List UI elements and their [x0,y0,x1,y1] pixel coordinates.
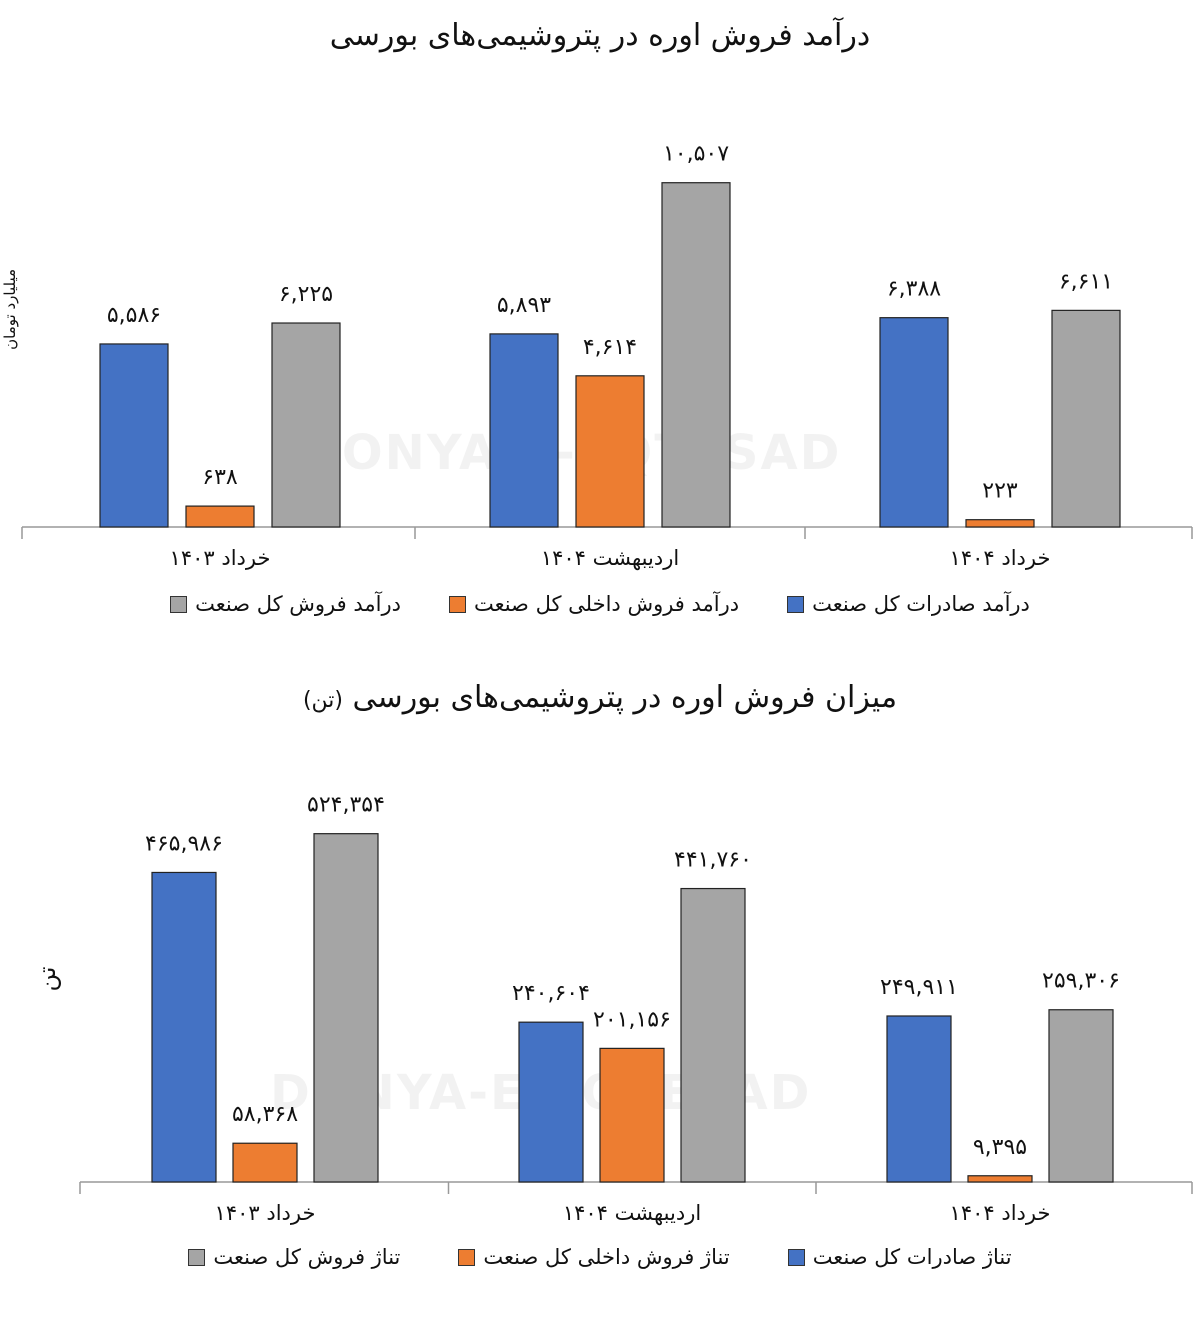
legend-item: تناژ صادرات کل صنعت [787,1245,1012,1269]
chart-title: میزان فروش اوره در پتروشیمی‌های بورسی (ت… [302,680,898,715]
legend-label: تناژ صادرات کل صنعت [812,1245,1012,1269]
category-label: اردیبهشت ۱۴۰۴ [563,1201,701,1225]
legend-swatch [458,1248,476,1266]
tonnage-plot: ۴۶۵,۹۸۶ ۵۸,۳۶۸ ۵۲۴,۳۵۴ خرداد ۱۴۰۳ ۲۴۰,۶۰۴۲۰۱… [79,793,1193,1225]
bar [886,1015,952,1183]
bar [1048,1009,1114,1183]
bar [185,505,255,528]
legend-label: تناژ فروش کل صنعت [213,1245,401,1269]
title-unit: (تن) [302,688,343,713]
data-label: ۶,۶۱۱ [1059,269,1113,294]
bar [575,375,645,528]
legend-item: درآمد فروش کل صنعت [170,592,401,616]
data-label: ۵۸,۳۶۸ [232,1102,298,1127]
watermark: DONYA-E-EQTESAD [300,425,842,481]
chart-title: درآمد فروش اوره در پتروشیمی‌های بورسی [329,18,871,53]
tonnage-chart: میزان فروش اوره در پتروشیمی‌های بورسی (ت… [0,660,1200,1300]
data-label: ۲۴۰,۶۰۴ [512,981,590,1006]
legend-item: درآمد صادرات کل صنعت [787,592,1030,616]
bar [151,871,217,1183]
bar [489,333,559,528]
data-label: ۲۲۳ [982,479,1018,504]
bar [967,1175,1033,1183]
legend-label: درآمد صادرات کل صنعت [812,592,1030,616]
category-label: اردیبهشت ۱۴۰۴ [541,546,679,570]
revenue-plot: ۵,۵۸۶ ۶۳۸ ۶,۲۲۵ خرداد ۱۴۰۳ ۵,۸۹۳ ۴,۶۱۴ ۱۰,۵۰۷ ا… [21,142,1193,570]
data-label: ۲۰۱,۱۵۶ [593,1007,671,1032]
data-label: ۶,۲۲۵ [279,282,333,307]
legend-label: درآمد فروش داخلی کل صنعت [473,592,740,616]
category-label: خرداد ۱۴۰۴ [950,1201,1051,1225]
legend-item: تناژ فروش داخلی کل صنعت [458,1245,730,1269]
bar [661,182,731,528]
category-label: خرداد ۱۴۰۴ [950,546,1051,570]
data-label: ۲۵۹,۳۰۶ [1042,969,1120,994]
data-label: ۵۲۴,۳۵۴ [307,793,385,818]
data-label: ۴,۶۱۴ [583,335,637,360]
data-label: ۲۴۹,۹۱۱ [880,975,958,1000]
bar [99,343,169,528]
bar [232,1142,298,1183]
bar [271,322,341,528]
legend: درآمد صادرات کل صنعت درآمد فروش داخلی کل … [0,592,1200,616]
data-label: ۶,۳۸۸ [887,277,941,302]
bar [599,1047,665,1183]
legend-item: تناژ فروش کل صنعت [188,1245,400,1269]
bar [313,833,379,1183]
bar [680,887,746,1183]
category-label: خرداد ۱۴۰۳ [170,546,271,570]
data-label: ۶۳۸ [202,465,238,490]
data-label: ۹,۳۹۵ [973,1135,1027,1160]
category-label: خرداد ۱۴۰۳ [215,1201,316,1225]
bar [965,519,1035,528]
legend-label: درآمد فروش کل صنعت [195,592,401,616]
legend-label: تناژ فروش داخلی کل صنعت [483,1245,730,1269]
legend-swatch [787,1248,805,1266]
data-label: ۵,۸۹۳ [497,293,551,318]
data-label: ۵,۵۸۶ [107,303,161,328]
revenue-chart: درآمد فروش اوره در پتروشیمی‌های بورسی می… [0,0,1200,640]
legend-swatch [170,595,188,613]
legend-swatch [188,1248,206,1266]
legend: تناژ صادرات کل صنعت تناژ فروش داخلی کل صن… [0,1245,1200,1269]
legend-item: درآمد فروش داخلی کل صنعت [448,592,740,616]
bar [879,317,949,528]
data-label: ۴۶۵,۹۸۶ [145,831,223,856]
bar [518,1021,584,1183]
legend-swatch [448,595,466,613]
data-label: ۴۴۱,۷۶۰ [674,848,752,873]
data-label: ۱۰,۵۰۷ [663,142,729,167]
legend-swatch [787,595,805,613]
bar [1051,309,1121,528]
